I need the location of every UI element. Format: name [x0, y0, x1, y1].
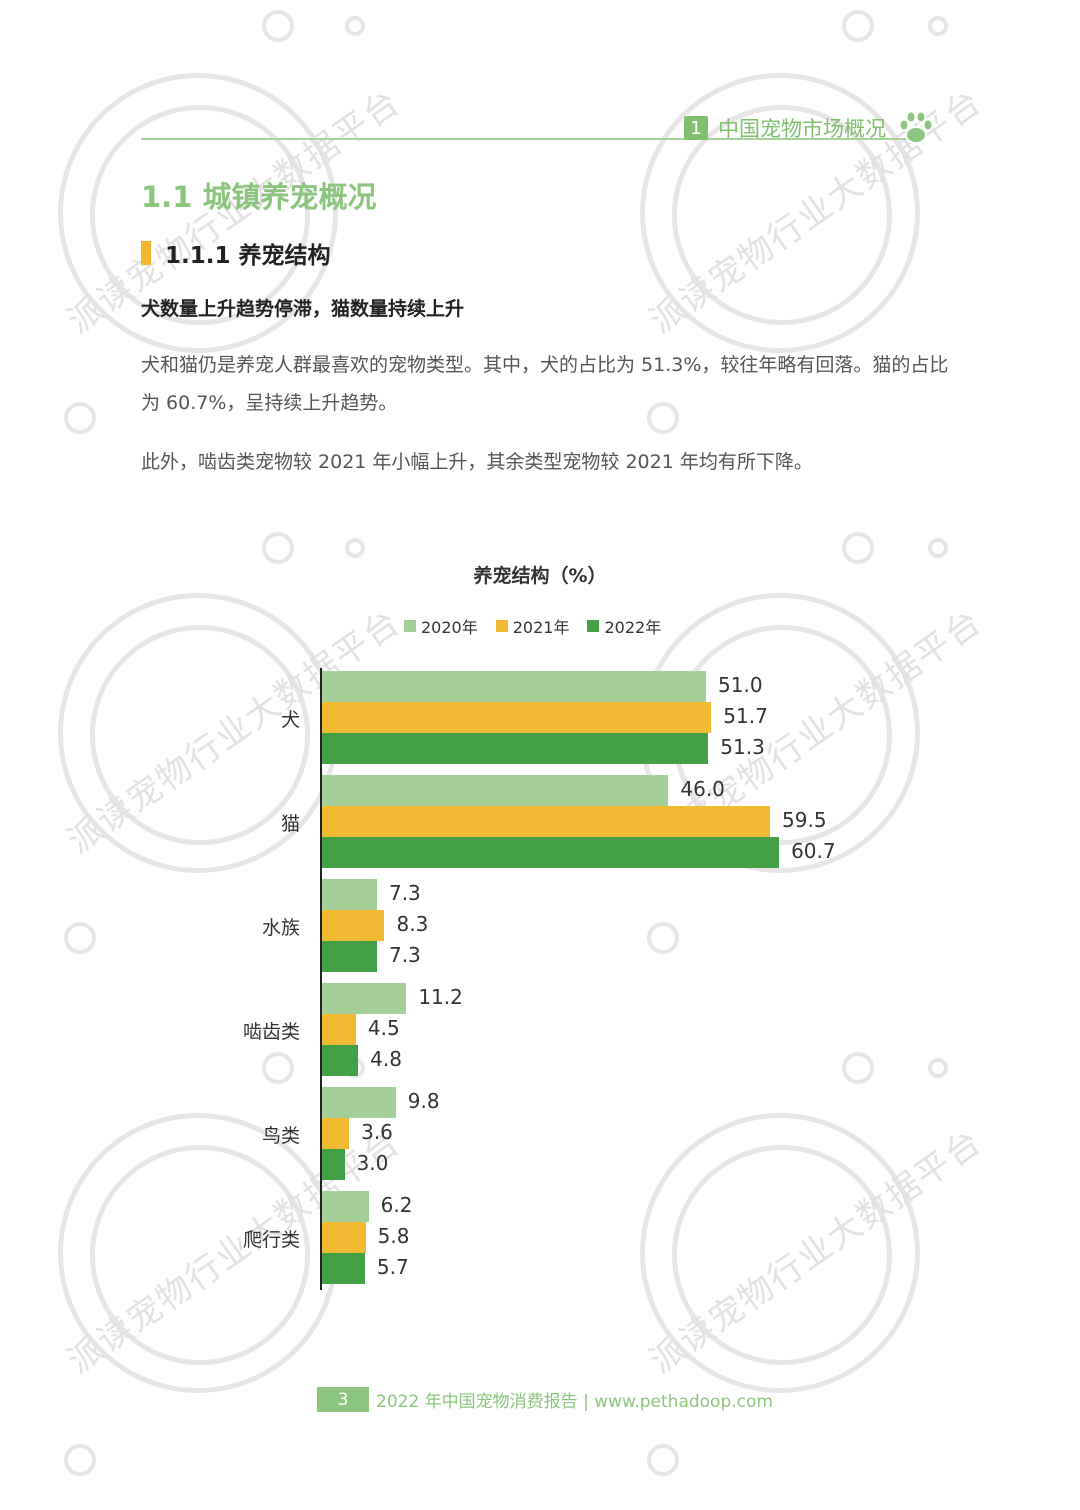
subsection-title: 1.1.1 养宠结构	[141, 236, 331, 270]
bar-value-label: 59.5	[782, 808, 827, 832]
watermark-ring	[672, 1145, 892, 1365]
paw-icon	[898, 110, 934, 144]
bar-2020年	[322, 1191, 369, 1222]
legend-swatch	[404, 620, 416, 632]
watermark-text: 派读宠物行业大数据平台	[642, 1121, 990, 1382]
bar-2021年	[322, 702, 712, 733]
category-label: 啮齿类	[242, 1020, 300, 1043]
watermark-circle	[647, 922, 679, 954]
legend-label: 2020年	[421, 618, 478, 637]
subsection-marker	[141, 241, 151, 265]
category-label: 水族	[261, 916, 300, 939]
chapter-title: 中国宠物市场概况	[718, 117, 886, 141]
bar-value-label: 60.7	[791, 839, 836, 863]
subsection-title-text: 1.1.1 养宠结构	[165, 243, 331, 269]
watermark-circle	[262, 10, 294, 42]
bar-2022年	[322, 837, 780, 868]
bar-2022年	[322, 1253, 365, 1284]
bar-value-label: 11.2	[418, 985, 463, 1009]
bar-2021年	[322, 1014, 356, 1045]
watermark-ring	[58, 1113, 338, 1393]
category-label: 爬行类	[242, 1228, 300, 1251]
category-label: 猫	[280, 812, 300, 835]
footer-text: 2022 年中国宠物消费报告 | www.pethadoop.com	[376, 1392, 773, 1412]
bar-2022年	[322, 1149, 345, 1180]
watermark-circle	[64, 922, 96, 954]
bar-value-label: 51.7	[723, 704, 768, 728]
paragraph: 此外，啮齿类宠物较 2021 年小幅上升，其余类型宠物较 2021 年均有所下降…	[141, 451, 813, 473]
watermark-circle	[842, 532, 874, 564]
watermark-circle	[647, 1444, 679, 1476]
legend-item-2020: 2020年	[404, 614, 478, 638]
chapter-number-badge: 1	[684, 116, 708, 140]
watermark-circle	[842, 1052, 874, 1084]
watermark-circle	[262, 532, 294, 564]
bar-value-label: 6.2	[380, 1193, 413, 1217]
legend-label: 2021年	[512, 618, 570, 637]
watermark-circle	[842, 10, 874, 42]
bar-2022年	[322, 1045, 359, 1076]
legend-item-2022: 2022年	[587, 614, 661, 638]
watermark-ring	[640, 1113, 920, 1393]
bar-value-label: 4.5	[367, 1016, 400, 1040]
chart-title: 养宠结构（%）	[473, 565, 607, 587]
bar-2020年	[322, 983, 407, 1014]
watermark-ring	[90, 1145, 310, 1365]
watermark-circle	[64, 402, 96, 434]
bar-value-label: 3.6	[361, 1120, 393, 1144]
bar-value-label: 7.3	[388, 943, 421, 967]
category-label: 鸟类	[261, 1124, 300, 1147]
header-divider	[141, 138, 911, 140]
bar-2022年	[322, 733, 709, 764]
bar-2020年	[322, 1087, 396, 1118]
section-title: 1.1 城镇养宠概况	[141, 180, 377, 214]
legend-swatch	[495, 620, 508, 632]
bar-value-label: 5.7	[376, 1255, 409, 1279]
bar-2021年	[322, 1118, 350, 1149]
legend-swatch	[587, 620, 600, 632]
watermark-circle	[345, 16, 365, 36]
bar-2022年	[322, 941, 377, 972]
bar-value-label: 51.3	[720, 735, 765, 759]
category-label: 犬	[280, 708, 300, 731]
legend-label: 2022年	[604, 618, 662, 637]
chart-legend: 2020年 2021年 2022年	[404, 614, 661, 638]
legend-item-2021: 2021年	[495, 614, 570, 638]
watermark-circle	[928, 538, 948, 558]
bar-2021年	[322, 910, 385, 941]
watermark-circle	[262, 1052, 294, 1084]
watermark-ring	[90, 625, 310, 845]
bar-2021年	[322, 1222, 366, 1253]
bar-value-label: 9.8	[407, 1089, 440, 1113]
watermark-circle	[928, 1058, 948, 1078]
y-axis-line	[320, 668, 322, 1290]
bar-value-label: 5.8	[377, 1224, 410, 1248]
chapter-header: 1 中国宠物市场概况	[684, 108, 936, 148]
bar-2020年	[322, 775, 669, 806]
bar-value-label: 46.0	[680, 777, 725, 801]
watermark-circle	[345, 538, 365, 558]
bar-value-label: 4.8	[370, 1047, 402, 1071]
paragraph: 犬和猫仍是养宠人群最喜欢的宠物类型。其中，犬的占比为 51.3%，较往年略有回落…	[141, 354, 949, 414]
page-footer: 3 2022 年中国宠物消费报告 | www.pethadoop.com	[317, 1387, 773, 1412]
finding-heading: 犬数量上升趋势停滞，猫数量持续上升	[141, 298, 465, 320]
bar-2021年	[322, 806, 771, 837]
watermark-circle	[64, 1444, 96, 1476]
bar-2020年	[322, 671, 707, 702]
bar-2020年	[322, 879, 377, 910]
page-number: 3	[317, 1387, 369, 1412]
watermark-circle	[928, 16, 948, 36]
bar-value-label: 51.0	[718, 673, 763, 697]
bar-value-label: 3.0	[356, 1151, 389, 1175]
bar-value-label: 7.3	[388, 881, 421, 905]
bar-value-label: 8.3	[396, 912, 429, 936]
